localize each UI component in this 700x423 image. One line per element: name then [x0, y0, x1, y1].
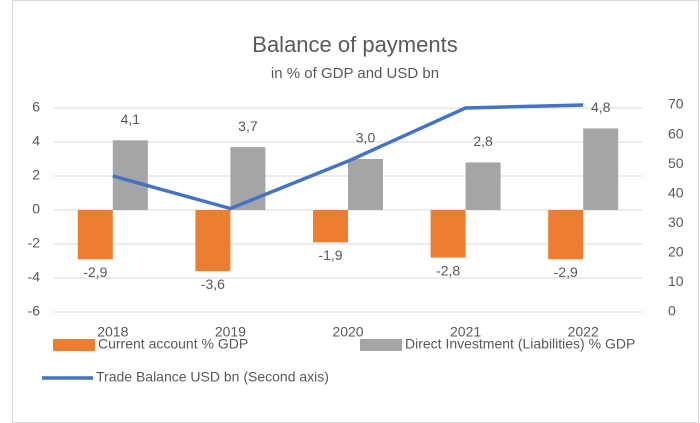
data-label: -2,8	[436, 262, 460, 278]
y2-tick-label: 60	[668, 125, 684, 141]
bar	[112, 140, 148, 210]
data-label: 4,8	[591, 99, 611, 115]
y2-tick-label: 50	[668, 155, 684, 171]
bar	[230, 147, 266, 210]
y2-tick-label: 40	[668, 184, 684, 200]
legend-label: Direct Investment (Liabilities) % GDP	[405, 336, 635, 352]
chart-title: Balance of payments	[252, 32, 457, 57]
legend-swatch	[360, 339, 402, 351]
legend-label: Trade Balance USD bn (Second axis)	[96, 369, 329, 385]
data-label: -3,6	[201, 276, 225, 292]
y-tick-label: -2	[28, 235, 41, 251]
bar	[77, 210, 113, 260]
data-label: -2,9	[83, 264, 107, 280]
data-label: -1,9	[318, 247, 342, 263]
bar	[583, 128, 619, 210]
chart-subtitle: in % of GDP and USD bn	[271, 65, 439, 82]
y-tick-label: 4	[32, 133, 40, 149]
x-tick-label: 2021	[450, 324, 481, 340]
bar	[465, 162, 501, 210]
y-tick-label: 0	[32, 201, 40, 217]
y2-tick-label: 70	[668, 96, 684, 112]
x-tick-label: 2019	[215, 324, 246, 340]
y-tick-label: -6	[28, 303, 41, 319]
legend-swatch	[53, 339, 95, 351]
chart-frame	[12, 0, 699, 423]
y-tick-label: 6	[32, 99, 40, 115]
y-tick-label: -4	[28, 269, 41, 285]
data-label: 3,7	[238, 118, 258, 134]
bar	[430, 210, 466, 258]
y2-tick-label: 30	[668, 214, 684, 230]
x-tick-label: 2018	[97, 324, 128, 340]
bar	[348, 159, 383, 210]
y2-tick-label: 0	[668, 303, 676, 319]
legend-label: Current account % GDP	[98, 336, 248, 352]
bar	[195, 210, 231, 272]
bar	[313, 210, 348, 243]
x-tick-label: 2020	[332, 324, 363, 340]
data-label: 3,0	[356, 130, 376, 146]
y2-tick-label: 20	[668, 244, 684, 260]
data-label: -2,9	[554, 264, 578, 280]
data-label: 4,1	[121, 111, 141, 127]
x-tick-label: 2022	[568, 324, 599, 340]
y2-tick-label: 10	[668, 273, 684, 289]
data-label: 2,8	[473, 133, 493, 149]
bar	[548, 210, 584, 260]
trade-line	[112, 103, 584, 211]
y-tick-label: 2	[32, 167, 40, 183]
